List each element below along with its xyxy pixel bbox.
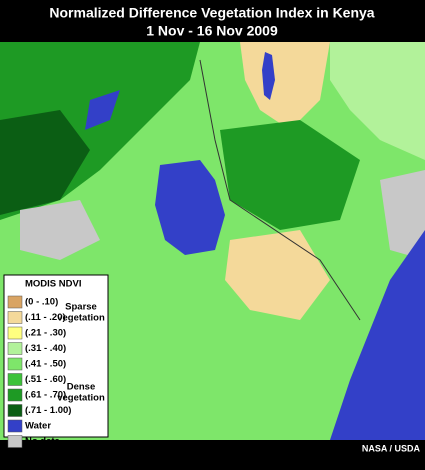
lake (85, 90, 120, 130)
legend-swatch (7, 419, 23, 433)
dense-region (0, 110, 90, 215)
legend-label: (.71 - 1.00) (25, 405, 71, 416)
legend-swatch (7, 311, 23, 324)
legend-label: (.31 - .40) (25, 343, 66, 354)
legend-label: (.61 - .70) (25, 390, 66, 401)
sparse-region (225, 230, 330, 320)
legend-swatch (7, 388, 23, 402)
legend-swatch (7, 373, 23, 386)
legend-swatch (7, 295, 23, 309)
legend-swatch (7, 435, 23, 448)
map (0, 42, 425, 440)
legend-swatch (7, 404, 23, 417)
legend-label: (.51 - .60) (25, 374, 66, 385)
legend-label: (.21 - .30) (25, 328, 66, 339)
dense-label: Dense (67, 382, 96, 393)
dense-region (220, 120, 360, 230)
sparse-region (240, 42, 330, 130)
lake-victoria (155, 160, 225, 255)
no-data (380, 170, 425, 260)
title: Normalized Difference Vegetation Index i… (49, 5, 374, 21)
legend-swatch (7, 342, 23, 355)
legend-label: No data (25, 436, 61, 447)
border (199, 59, 361, 321)
legend: MODIS NDVI Sparse vegetation Dense veget… (3, 274, 109, 448)
sparse-label: Sparse (65, 302, 97, 313)
credit: NASA / USDA (362, 443, 421, 453)
subtitle: 1 Nov - 16 Nov 2009 (146, 23, 278, 39)
ocean (330, 230, 425, 440)
legend-swatch (7, 326, 23, 340)
no-data (20, 200, 100, 260)
sparse-label: vegetation (57, 313, 105, 324)
legend-label: (0 - .10) (25, 297, 58, 308)
lake-turkana (262, 52, 275, 100)
legend-label: Water (25, 421, 51, 432)
legend-title: MODIS NDVI (25, 279, 81, 290)
dense-label: vegetation (57, 393, 105, 404)
legend-swatch (7, 357, 23, 371)
sparse-region (330, 42, 425, 160)
legend-label: (.41 - .50) (25, 359, 66, 370)
legend-label: (.11 - .20) (25, 312, 66, 323)
